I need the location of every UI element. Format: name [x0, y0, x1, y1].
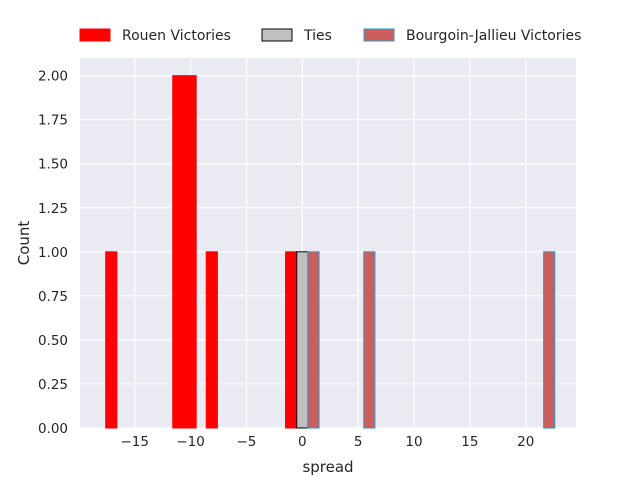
y-tick-label: 1.25: [38, 201, 68, 217]
plot-background: [80, 58, 576, 428]
y-axis-ticks: 0.00 0.25 0.50 0.75 1.00 1.25 1.50 1.75 2.00: [38, 69, 68, 437]
y-tick-label: 0.00: [38, 421, 68, 437]
bar-bourgoin-jallieu-victories-1: [363, 251, 376, 429]
y-tick-label: 0.25: [38, 377, 68, 393]
x-tick-label: 5: [354, 434, 363, 450]
bar-rouen-victories-1: [172, 75, 197, 429]
y-tick-label: 2.00: [38, 69, 68, 85]
grid-lines: [80, 58, 576, 429]
x-tick-label: 20: [517, 434, 534, 450]
legend-label: Bourgoin-Jallieu Victories: [406, 28, 581, 44]
y-tick-label: 1.00: [38, 245, 68, 261]
x-tick-label: −10: [176, 434, 205, 450]
x-tick-label: 15: [461, 434, 478, 450]
legend-label: Ties: [303, 28, 332, 44]
x-tick-label: −15: [120, 434, 149, 450]
x-axis-label: spread: [302, 458, 353, 476]
y-tick-label: 1.50: [38, 157, 68, 173]
y-axis-label: Count: [15, 221, 33, 266]
x-axis-ticks: −15 −10 −5 0 5 10 15 20: [120, 434, 534, 450]
bar-rouen-victories-3: [285, 251, 298, 429]
bar-bourgoin-jallieu-victories-0: [307, 251, 320, 429]
legend-swatch: [363, 28, 395, 42]
bar-rouen-victories-2: [205, 251, 218, 429]
y-tick-label: 1.75: [38, 113, 68, 129]
legend: Rouen Victories Ties Bourgoin-Jallieu Vict…: [79, 28, 581, 44]
legend-label: Rouen Victories: [122, 28, 231, 44]
bars: [105, 75, 556, 429]
legend-swatch: [79, 28, 111, 42]
legend-swatch: [261, 28, 293, 42]
bar-rouen-victories-0: [105, 251, 118, 429]
y-tick-label: 0.75: [38, 289, 68, 305]
x-tick-label: 10: [405, 434, 422, 450]
x-tick-label: 0: [298, 434, 307, 450]
x-tick-label: −5: [236, 434, 256, 450]
bar-ties-0: [296, 251, 309, 429]
y-tick-label: 0.50: [38, 333, 68, 349]
bar-bourgoin-jallieu-victories-2: [543, 251, 556, 429]
